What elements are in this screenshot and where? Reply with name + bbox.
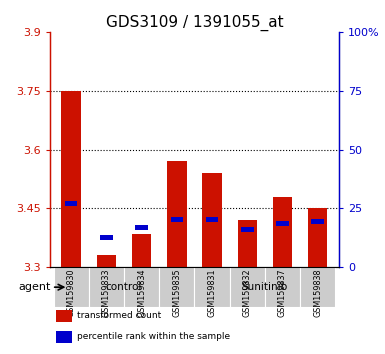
Bar bbox=[265, 267, 300, 307]
Bar bbox=[62, 91, 81, 267]
Text: GSM159838: GSM159838 bbox=[313, 268, 322, 317]
Text: GSM159833: GSM159833 bbox=[102, 268, 111, 317]
Bar bbox=[167, 161, 186, 267]
Bar bbox=[194, 267, 335, 307]
Bar bbox=[65, 201, 77, 206]
Text: GSM159834: GSM159834 bbox=[137, 268, 146, 317]
Text: GSM159832: GSM159832 bbox=[243, 268, 252, 317]
Bar bbox=[311, 219, 324, 224]
Text: control: control bbox=[106, 282, 142, 292]
Bar bbox=[273, 196, 292, 267]
Text: GSM159837: GSM159837 bbox=[278, 268, 287, 317]
Text: transformed count: transformed count bbox=[77, 312, 162, 320]
Bar bbox=[54, 267, 194, 307]
Bar bbox=[56, 310, 72, 322]
Bar bbox=[276, 221, 289, 226]
Bar bbox=[203, 173, 222, 267]
Bar bbox=[229, 267, 265, 307]
Bar bbox=[206, 217, 218, 222]
Text: agent: agent bbox=[18, 282, 51, 292]
Bar bbox=[171, 217, 183, 222]
Title: GDS3109 / 1391055_at: GDS3109 / 1391055_at bbox=[105, 14, 283, 30]
Bar bbox=[124, 267, 159, 307]
Bar bbox=[194, 267, 229, 307]
Bar bbox=[132, 234, 151, 267]
Bar bbox=[238, 220, 257, 267]
Bar bbox=[300, 267, 335, 307]
Bar bbox=[56, 331, 72, 343]
Bar bbox=[159, 267, 194, 307]
Bar bbox=[100, 235, 113, 240]
Text: GSM159831: GSM159831 bbox=[208, 268, 216, 317]
Bar bbox=[54, 267, 89, 307]
Bar bbox=[89, 267, 124, 307]
Text: percentile rank within the sample: percentile rank within the sample bbox=[77, 332, 231, 341]
Text: Sunitinib: Sunitinib bbox=[242, 282, 288, 292]
Bar bbox=[308, 209, 327, 267]
Text: GSM159830: GSM159830 bbox=[67, 268, 76, 317]
Bar bbox=[135, 225, 148, 230]
Bar bbox=[241, 227, 254, 232]
Bar bbox=[97, 256, 116, 267]
Text: GSM159835: GSM159835 bbox=[172, 268, 181, 317]
